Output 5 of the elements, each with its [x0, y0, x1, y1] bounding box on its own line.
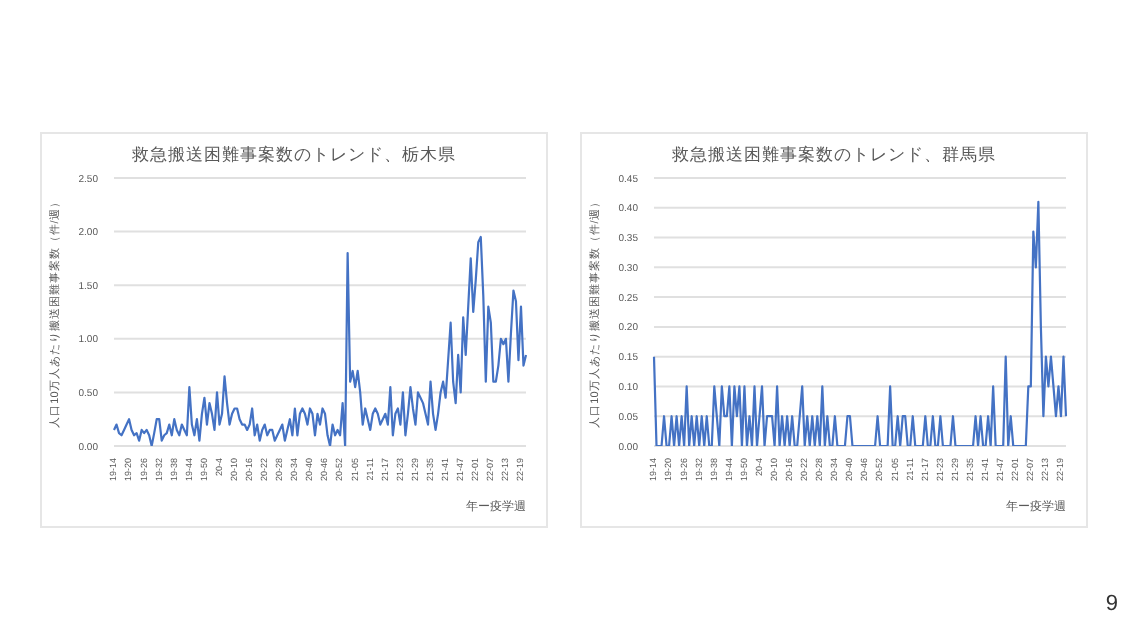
text: 9 [1105, 592, 1118, 616]
line-series [652, 200, 1068, 446]
line-series [112, 235, 528, 446]
chart-title: 救急搬送困難事案数のトレンド、群馬県 [670, 144, 998, 168]
chart-title: 救急搬送困難事案数のトレンド、栃木県 [130, 144, 458, 168]
